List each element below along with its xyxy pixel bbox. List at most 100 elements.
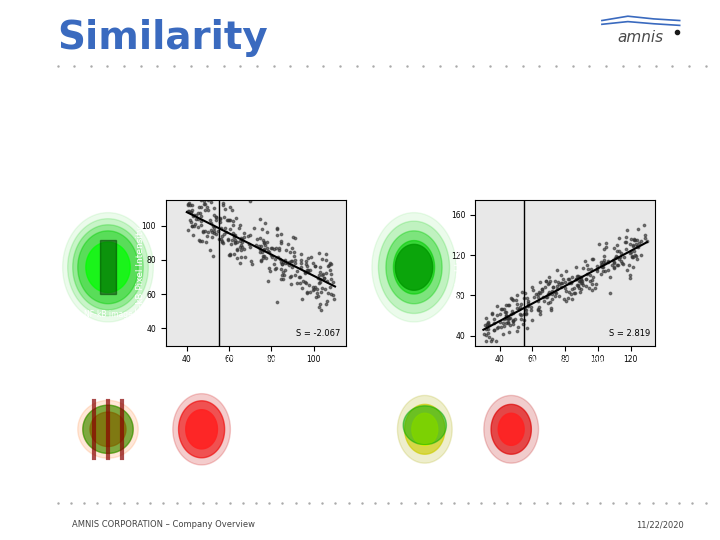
Point (266, 252, 278, 261)
Point (508, 320, 519, 328)
Point (198, 197, 210, 206)
Point (564, 288, 575, 296)
Polygon shape (393, 241, 435, 294)
Point (597, 267, 608, 276)
Polygon shape (86, 242, 130, 293)
Point (297, 295, 308, 303)
Point (550, 289, 562, 298)
Point (204, 246, 216, 254)
Point (570, 275, 582, 284)
Point (185, 208, 197, 217)
Point (631, 254, 643, 263)
Point (609, 253, 621, 262)
Point (258, 241, 270, 250)
Point (587, 273, 598, 282)
Point (498, 305, 510, 313)
Point (307, 259, 318, 268)
Point (279, 266, 291, 274)
Point (567, 285, 578, 293)
Point (572, 281, 584, 289)
Point (626, 252, 637, 261)
Point (258, 252, 269, 260)
Point (533, 305, 544, 314)
Point (210, 213, 222, 221)
Point (552, 281, 563, 290)
Point (586, 279, 598, 288)
Point (631, 241, 642, 250)
Polygon shape (379, 221, 449, 313)
Point (508, 317, 519, 326)
Point (580, 275, 591, 284)
Point (288, 252, 300, 260)
Point (526, 316, 538, 325)
Point (612, 252, 624, 261)
Point (543, 288, 554, 296)
Point (553, 280, 564, 288)
Point (554, 292, 565, 300)
Point (191, 214, 202, 223)
Point (481, 320, 492, 328)
Point (534, 310, 546, 319)
Point (616, 257, 627, 266)
Point (520, 306, 531, 314)
Point (316, 284, 328, 292)
Point (210, 213, 222, 221)
Point (532, 297, 544, 306)
Point (276, 260, 288, 268)
Point (483, 321, 495, 330)
Point (593, 240, 605, 248)
Point (575, 277, 586, 286)
Point (248, 224, 260, 233)
Point (258, 246, 270, 254)
Text: 7-AAD Pixel Intensity: 7-AAD Pixel Intensity (514, 356, 616, 367)
Point (186, 207, 197, 216)
Point (310, 262, 321, 271)
Point (500, 318, 511, 327)
Point (565, 278, 577, 287)
Point (222, 236, 234, 245)
Polygon shape (498, 413, 524, 446)
Point (607, 260, 618, 269)
Point (596, 259, 608, 268)
Point (515, 314, 526, 323)
Point (294, 279, 305, 288)
Point (310, 293, 322, 302)
Point (516, 300, 527, 308)
Point (254, 244, 266, 253)
Point (207, 251, 219, 260)
Polygon shape (78, 400, 138, 458)
Point (488, 319, 500, 328)
Point (261, 254, 272, 262)
Point (596, 262, 608, 271)
Point (210, 230, 222, 238)
Point (546, 306, 557, 314)
Polygon shape (83, 405, 133, 454)
Point (315, 267, 326, 276)
Point (279, 256, 290, 265)
Point (205, 198, 217, 206)
Point (237, 234, 248, 243)
Point (226, 235, 238, 244)
Point (322, 297, 333, 306)
Point (246, 260, 258, 268)
Point (285, 257, 297, 266)
Point (301, 261, 312, 270)
Point (546, 287, 558, 296)
Point (555, 282, 567, 291)
Point (194, 237, 206, 245)
Point (591, 261, 603, 270)
Point (217, 232, 228, 240)
Point (589, 284, 600, 293)
Point (613, 255, 625, 264)
Point (312, 291, 324, 300)
Point (581, 261, 593, 269)
Point (625, 234, 636, 243)
Point (518, 294, 529, 302)
Point (314, 300, 325, 308)
Point (218, 212, 230, 221)
Point (208, 229, 220, 238)
Point (615, 249, 626, 258)
Point (197, 228, 209, 237)
Point (300, 267, 311, 276)
Point (239, 253, 251, 261)
